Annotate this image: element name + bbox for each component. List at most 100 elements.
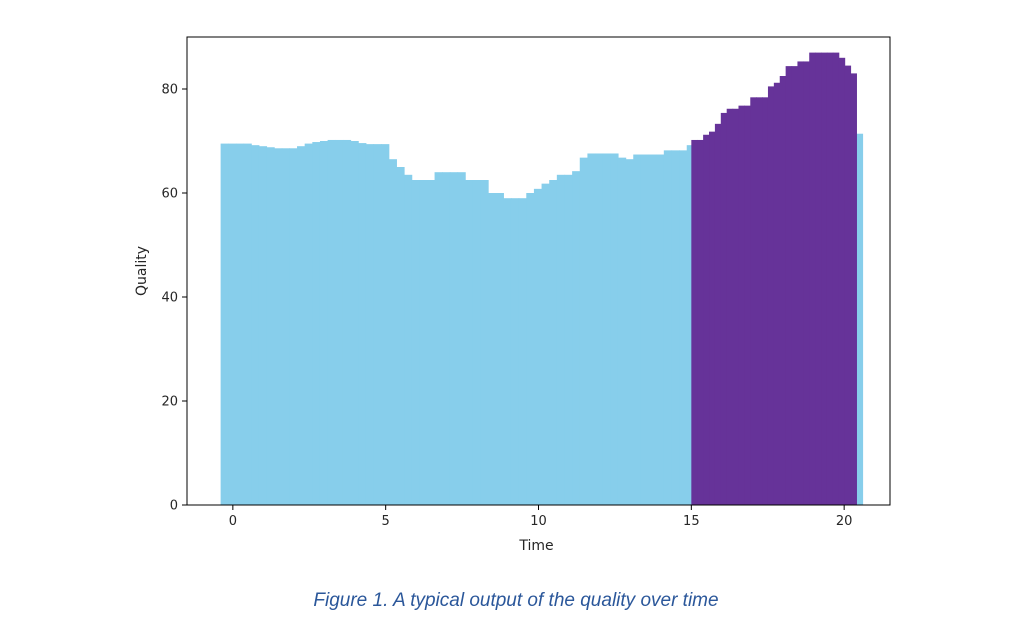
series-2-step — [756, 97, 763, 505]
x-tick-label: 5 — [382, 514, 390, 529]
series-2-step — [732, 108, 740, 505]
series-1-step — [602, 153, 611, 506]
series-1-step — [235, 143, 245, 505]
series-1-step — [258, 146, 268, 505]
series-1-step — [480, 180, 489, 505]
series-1-step — [419, 180, 428, 505]
series-1-step — [373, 144, 382, 505]
series-1-step — [472, 180, 482, 505]
series-2-step — [815, 52, 822, 505]
series-2-step — [744, 105, 751, 505]
series-1-step — [266, 147, 275, 506]
series-2-step — [720, 112, 728, 506]
figure-caption: Figure 1. A typical output of the qualit… — [313, 590, 719, 611]
series-1-step — [342, 139, 352, 505]
series-1-step — [228, 143, 237, 505]
series-2-step — [832, 52, 840, 505]
series-1-step — [510, 198, 520, 505]
series-2-step — [785, 66, 793, 506]
x-axis-ticks: 0 5 10 15 20 — [229, 505, 853, 529]
x-tick-label: 20 — [836, 514, 853, 529]
y-axis-ticks: 0 20 40 60 80 — [161, 83, 187, 514]
series-2-step — [762, 97, 769, 505]
x-tick-label: 15 — [683, 514, 700, 529]
series-1-step — [274, 148, 283, 505]
series-1-step — [663, 150, 673, 506]
series-1-step — [648, 154, 657, 505]
series-1-step — [327, 139, 336, 505]
series-2-step — [826, 52, 834, 505]
x-tick-label: 10 — [530, 514, 547, 529]
series-1-step — [549, 180, 558, 505]
series-1-step — [854, 133, 864, 505]
series-2-step — [726, 108, 734, 505]
series-2-step — [809, 52, 816, 505]
series-1-step — [449, 172, 459, 505]
series-1-step — [656, 154, 665, 505]
series-1-step — [686, 145, 695, 505]
series-1-step — [304, 143, 313, 505]
series-2-step — [850, 73, 857, 506]
series-1-step — [396, 167, 405, 505]
series-1-step — [358, 143, 367, 505]
series-1-step — [587, 153, 596, 506]
series-1-step — [488, 193, 497, 505]
y-tick-label: 0 — [170, 499, 178, 514]
series-1-step — [617, 157, 627, 505]
series-1-step — [243, 143, 252, 505]
series-2-step — [767, 86, 775, 506]
x-tick-label: 0 — [229, 514, 237, 529]
series-2-step — [803, 61, 810, 505]
series-1-step — [434, 172, 443, 505]
y-tick-label: 20 — [161, 395, 178, 410]
series-1-step — [610, 153, 619, 506]
series-1-step — [220, 143, 229, 505]
series-1-step — [495, 193, 504, 505]
series-1-step — [572, 171, 581, 505]
series-1-step — [350, 141, 359, 505]
series-2-step — [697, 139, 704, 505]
series-1-step — [640, 154, 650, 505]
series-2-step — [691, 139, 698, 505]
series-1-step — [365, 144, 375, 505]
series-1-step — [251, 145, 260, 505]
plot-marks — [220, 52, 864, 506]
series-1-step — [579, 157, 589, 505]
series-1-step — [297, 146, 306, 505]
series-1-step — [679, 150, 688, 506]
series-1-step — [533, 188, 543, 505]
quality-over-time-chart: 0 5 10 15 20 0 20 40 60 80 Time Quality — [134, 36, 891, 554]
series-2-step — [838, 57, 846, 506]
series-2-step — [779, 76, 787, 505]
series-2-step — [797, 61, 804, 505]
series-2-step — [844, 65, 852, 505]
series-1-step — [281, 148, 290, 505]
series-1-step — [625, 159, 634, 505]
series-2-step — [773, 82, 781, 505]
series-2-step — [714, 123, 722, 505]
series-1-step — [671, 150, 680, 506]
series-1-step — [541, 183, 550, 505]
series-2-step — [821, 52, 828, 505]
series-1-step — [426, 180, 436, 505]
series-1-step — [633, 154, 642, 505]
series-1-step — [595, 153, 604, 506]
y-tick-label: 80 — [161, 83, 178, 98]
series-1-step — [289, 148, 298, 505]
y-axis-label: Quality — [134, 246, 150, 296]
x-axis-label: Time — [518, 538, 553, 554]
series-1-step — [312, 142, 321, 506]
y-tick-label: 40 — [161, 291, 178, 306]
series-1-step — [564, 174, 573, 506]
series-2-step — [750, 97, 757, 505]
y-tick-label: 60 — [161, 187, 178, 202]
series-1-step — [411, 180, 420, 505]
series-2-step — [703, 134, 710, 505]
series-2-step — [791, 66, 799, 506]
series-2-step — [709, 131, 716, 505]
series-1-step — [556, 174, 566, 506]
series-1-step — [518, 198, 527, 505]
series-1-step — [465, 180, 474, 505]
series-1-step — [442, 172, 451, 505]
